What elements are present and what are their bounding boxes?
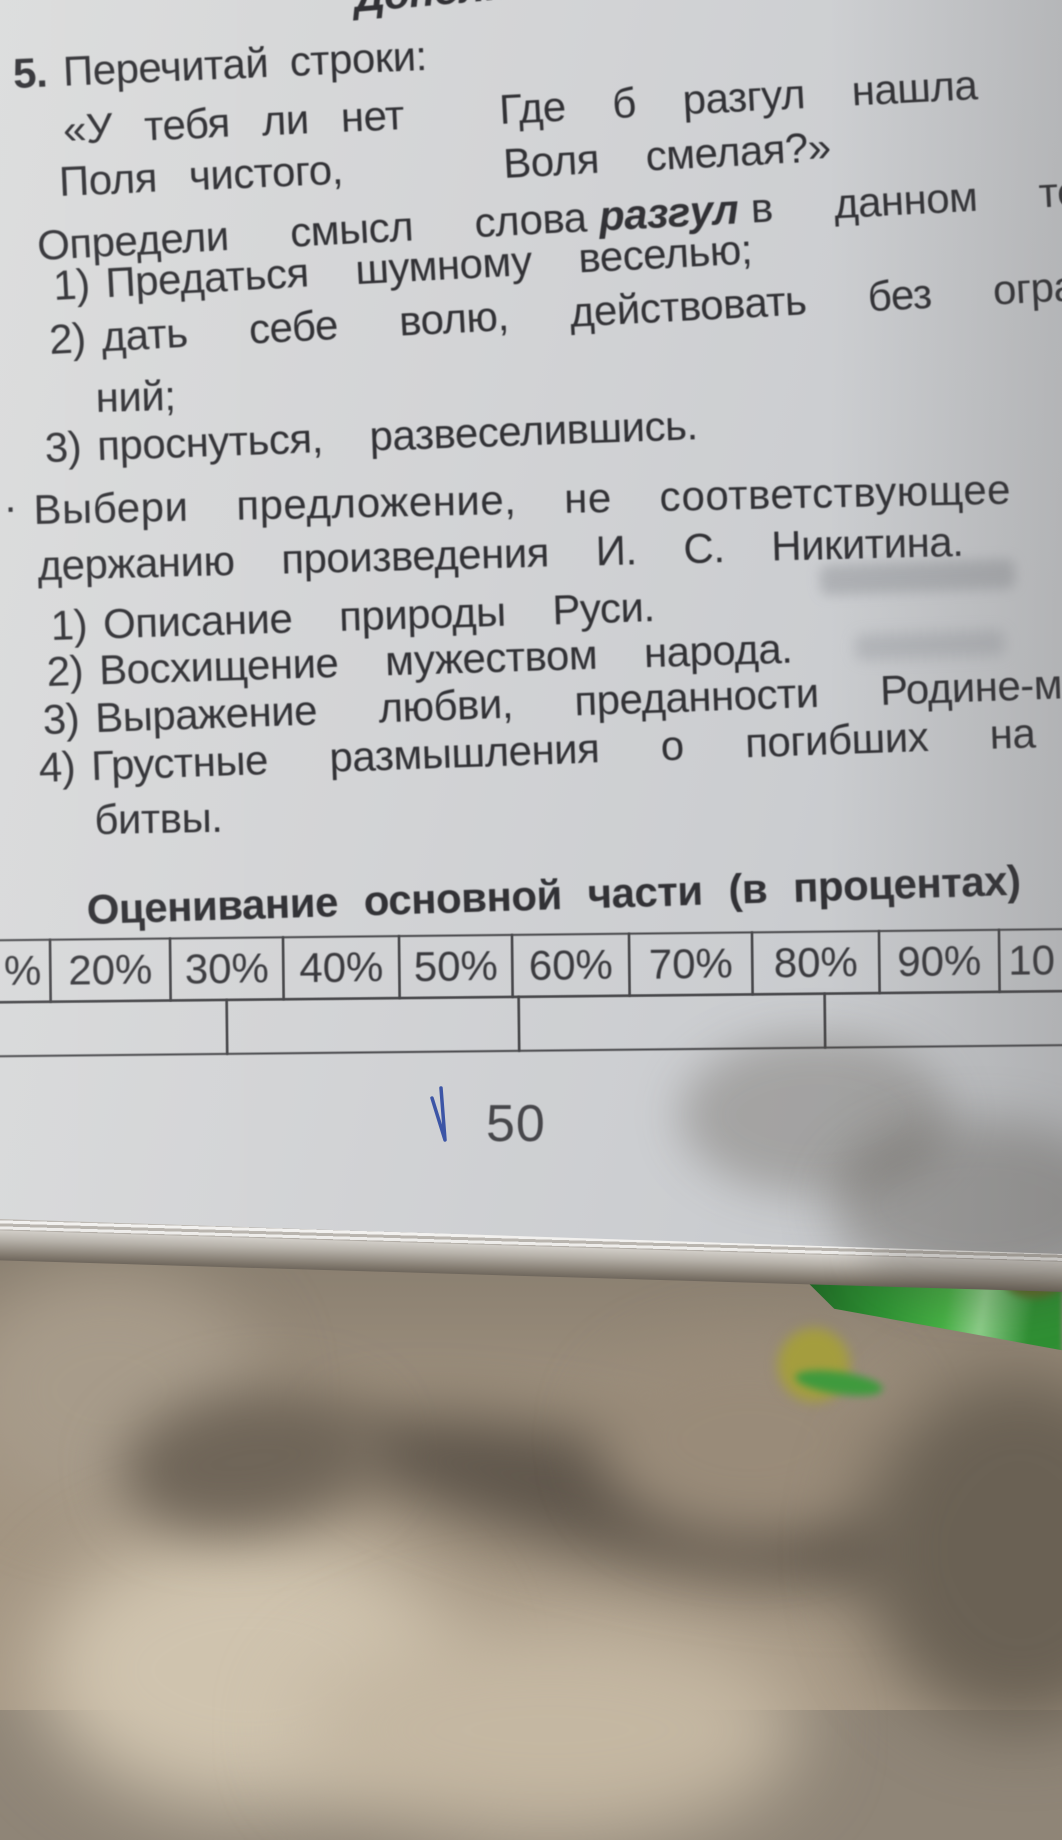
task-5-heading: 5. Перечитай строки: bbox=[12, 32, 428, 98]
workbook-page: Дополни 5.Перечитай строки: «У тебя ли н… bbox=[0, 0, 1062, 1254]
table-empty-cell bbox=[225, 995, 521, 1055]
assessment-empty-row bbox=[0, 989, 1062, 1058]
running-head-fragment: Дополни bbox=[352, 0, 536, 22]
percent-cell: 20% bbox=[48, 937, 172, 1003]
assessment-table: % 20% 30% 40% 50% 60% 70% 80% 90% 10 bbox=[0, 927, 1062, 1058]
pen-checkmark-icon bbox=[430, 1086, 447, 1142]
percent-cell: 10 bbox=[997, 927, 1062, 993]
percent-cell: 30% bbox=[168, 936, 285, 1002]
percent-cell: 60% bbox=[510, 932, 631, 998]
quote-left-line-2: Поля чистого, bbox=[58, 145, 344, 205]
quote-left-line-1: «У тебя ли нет bbox=[62, 91, 405, 153]
task-5-option-2-wrap: ний; bbox=[95, 371, 176, 421]
percent-cell: 50% bbox=[397, 933, 514, 1000]
task-6-number-fragment: . bbox=[4, 473, 17, 521]
percent-cell: 70% bbox=[627, 931, 754, 997]
task-5-title: Перечитай строки: bbox=[61, 31, 428, 95]
prompt-after: в данном текст bbox=[749, 164, 1062, 232]
percent-cell: % bbox=[0, 938, 52, 1004]
task-5-number: 5. bbox=[12, 48, 49, 97]
show-through-smudge bbox=[819, 558, 1016, 596]
percent-cell: 90% bbox=[877, 928, 1001, 995]
task-6-option-4-wrap: битвы. bbox=[94, 793, 223, 843]
quote-right-line-1: Где б разгул нашла bbox=[498, 60, 979, 133]
page-number: 50 bbox=[486, 1095, 546, 1153]
show-through-smudge bbox=[854, 629, 1006, 661]
percent-cell: 80% bbox=[750, 930, 881, 996]
percent-cell: 40% bbox=[281, 935, 401, 1001]
quote-right-line-2: Воля смелая?» bbox=[502, 122, 832, 187]
finger-shadow bbox=[680, 1035, 950, 1195]
assessment-title: Оценивание основной части (в процентах) bbox=[86, 856, 1022, 933]
table-empty-cell bbox=[0, 998, 229, 1058]
